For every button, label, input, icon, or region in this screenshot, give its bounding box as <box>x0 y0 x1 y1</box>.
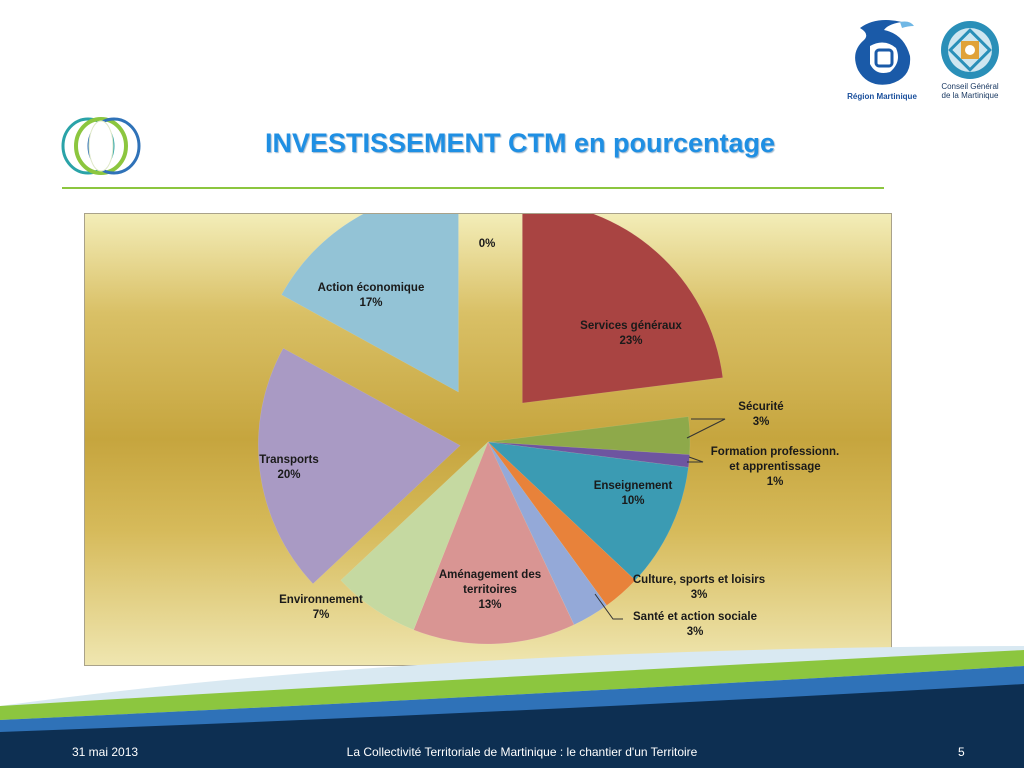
pie-slice-label: Transports 20% <box>259 454 318 481</box>
cg-logo-caption: Conseil Général de la Martinique <box>932 82 1008 100</box>
ctm-rings-logo <box>58 115 144 182</box>
footer-wave-decoration <box>0 646 1024 768</box>
label-leader-line <box>594 593 623 620</box>
pie-slice-label: Services généraux 23% <box>580 320 682 347</box>
pie-slice <box>413 441 575 645</box>
pie-slice-label: Santé et action sociale 3% <box>633 611 757 638</box>
region-martinique-logo: Région Martinique <box>840 16 924 108</box>
pie-slice <box>487 441 636 606</box>
pie-slice <box>281 214 459 393</box>
footer-page-number: 5 <box>958 745 965 759</box>
pie-chart: 0% Services généraux 23% Sécurité 3% Formatio… <box>257 214 839 645</box>
slide-title: INVESTISSEMENT CTM en pourcentage <box>264 128 776 158</box>
pie-slice <box>487 441 608 626</box>
footer-caption: La Collectivité Territoriale de Martiniq… <box>346 745 698 759</box>
footer-date: 31 mai 2013 <box>72 745 139 759</box>
pie-slice <box>487 441 689 581</box>
pie-slice-label: Culture, sports et loisirs 3% <box>633 574 765 601</box>
pie-slice-label: Formation professionn. et apprentissage 1% <box>711 446 839 488</box>
cg-logo-caption-line2: de la Martinique <box>941 91 999 100</box>
label-leader-line <box>686 418 726 439</box>
pie-slice-label: 0% <box>479 238 496 250</box>
pie-slice-label: Environnement 7% <box>279 594 363 621</box>
pie-slice-label: Enseignement 10% <box>594 480 673 507</box>
pie-slice-label: Action économique 17% <box>318 282 425 309</box>
pie-chart-panel: 0% Services généraux 23% Sécurité 3% Formatio… <box>84 213 892 666</box>
pie-slice-label: Aménagement des territoires 13% <box>439 569 541 611</box>
pie-slice <box>487 441 690 468</box>
pie-slice <box>257 347 461 585</box>
pie-slice <box>487 416 691 455</box>
pie-slice <box>340 441 489 631</box>
region-logo-caption: Région Martinique <box>847 92 917 101</box>
pie-slice <box>522 214 724 404</box>
cg-logo-caption-line1: Conseil Général <box>941 82 999 91</box>
title-divider <box>62 187 884 189</box>
label-leader-line <box>687 456 704 463</box>
pie-slice-label: Sécurité 3% <box>738 401 783 428</box>
conseil-general-logo: Conseil Général de la Martinique <box>932 20 1008 110</box>
